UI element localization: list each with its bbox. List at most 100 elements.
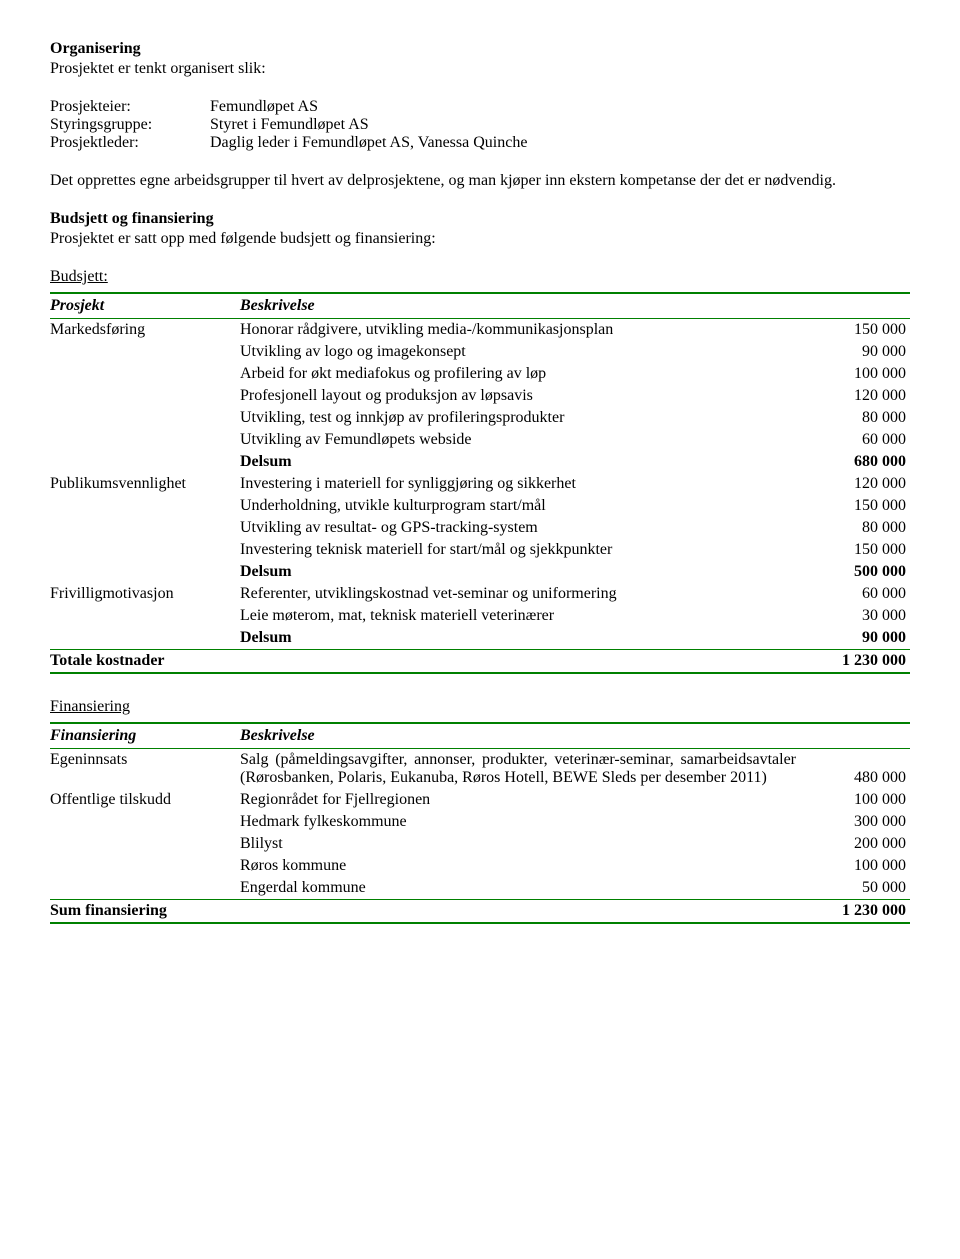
col-prosjekt: Prosjekt — [50, 293, 240, 319]
table-row: Engerdal kommune50 000 — [50, 877, 910, 900]
desc-cell: Profesjonell layout og produksjon av løp… — [240, 385, 800, 407]
note-text: Det opprettes egne arbeidsgrupper til hv… — [50, 172, 910, 190]
col-amount — [800, 293, 910, 319]
financing-table: Finansiering Beskrivelse EgeninnsatsSalg… — [50, 722, 910, 924]
amount-cell: 100 000 — [800, 363, 910, 385]
role-val: Femundløpet AS — [210, 98, 910, 116]
desc-cell: Salg (påmeldingsavgifter, annonser, prod… — [240, 749, 800, 790]
amount-cell: 120 000 — [800, 385, 910, 407]
desc-cell: Investering teknisk materiell for start/… — [240, 539, 800, 561]
desc-cell: Investering i materiell for synliggjørin… — [240, 473, 800, 495]
amount-cell: 120 000 — [800, 473, 910, 495]
category-cell — [50, 877, 240, 900]
table-row: Profesjonell layout og produksjon av løp… — [50, 385, 910, 407]
role-row: Prosjektleder: Daglig leder i Femundløpe… — [50, 134, 910, 152]
role-row: Styringsgruppe: Styret i Femundløpet AS — [50, 116, 910, 134]
delsum-row: Delsum500 000 — [50, 561, 910, 583]
section-budsjett-fin: Budsjett og finansiering Prosjektet er s… — [50, 210, 910, 248]
category-cell — [50, 833, 240, 855]
heading-organisering: Organisering — [50, 40, 910, 58]
amount-cell: 100 000 — [800, 789, 910, 811]
category-cell — [50, 811, 240, 833]
delsum-amount: 90 000 — [800, 627, 910, 650]
heading-budsjett: Budsjett: — [50, 268, 910, 286]
table-row: Offentlige tilskuddRegionrådet for Fjell… — [50, 789, 910, 811]
amount-cell: 30 000 — [800, 605, 910, 627]
category-cell: Egeninnsats — [50, 749, 240, 790]
table-row: Arbeid for økt mediafokus og profilering… — [50, 363, 910, 385]
amount-cell: 50 000 — [800, 877, 910, 900]
delsum-label: Delsum — [240, 627, 800, 650]
financing-total-amount: 1 230 000 — [800, 900, 910, 924]
table-row: Hedmark fylkeskommune300 000 — [50, 811, 910, 833]
amount-cell: 90 000 — [800, 341, 910, 363]
category-cell — [50, 495, 240, 517]
delsum-amount: 500 000 — [800, 561, 910, 583]
table-row: Blilyst200 000 — [50, 833, 910, 855]
delsum-row: Delsum680 000 — [50, 451, 910, 473]
category-cell — [50, 855, 240, 877]
heading-finansiering: Finansiering — [50, 698, 910, 716]
role-key: Styringsgruppe: — [50, 116, 210, 134]
financing-total-row: Sum finansiering 1 230 000 — [50, 900, 910, 924]
amount-cell: 60 000 — [800, 429, 910, 451]
budget-total-amount: 1 230 000 — [800, 650, 910, 674]
budget-total-label: Totale kostnader — [50, 650, 240, 674]
table-row: Utvikling av logo og imagekonsept90 000 — [50, 341, 910, 363]
table-header-row: Finansiering Beskrivelse — [50, 723, 910, 749]
amount-cell: 80 000 — [800, 517, 910, 539]
desc-cell: Utvikling av Femundløpets webside — [240, 429, 800, 451]
category-cell — [50, 341, 240, 363]
category-cell — [50, 385, 240, 407]
amount-cell: 200 000 — [800, 833, 910, 855]
budget-table: Prosjekt Beskrivelse MarkedsføringHonora… — [50, 292, 910, 674]
table-row: FrivilligmotivasjonReferenter, utvikling… — [50, 583, 910, 605]
table-row: Utvikling, test og innkjøp av profilerin… — [50, 407, 910, 429]
table-row: Utvikling av resultat- og GPS-tracking-s… — [50, 517, 910, 539]
desc-cell: Blilyst — [240, 833, 800, 855]
roles-block: Prosjekteier: Femundløpet AS Styringsgru… — [50, 98, 910, 152]
amount-cell: 80 000 — [800, 407, 910, 429]
desc-cell: Referenter, utviklingskostnad vet-semina… — [240, 583, 800, 605]
budget-total-row: Totale kostnader 1 230 000 — [50, 650, 910, 674]
amount-cell: 60 000 — [800, 583, 910, 605]
table-row: Investering teknisk materiell for start/… — [50, 539, 910, 561]
category-cell — [50, 363, 240, 385]
category-cell: Publikumsvennlighet — [50, 473, 240, 495]
desc-cell: Røros kommune — [240, 855, 800, 877]
amount-cell: 150 000 — [800, 319, 910, 342]
amount-cell: 150 000 — [800, 495, 910, 517]
col-fin: Finansiering — [50, 723, 240, 749]
col-amount — [800, 723, 910, 749]
desc-cell: Regionrådet for Fjellregionen — [240, 789, 800, 811]
delsum-label: Delsum — [240, 451, 800, 473]
col-beskrivelse: Beskrivelse — [240, 723, 800, 749]
organisering-sub: Prosjektet er tenkt organisert slik: — [50, 60, 910, 78]
section-organisering: Organisering Prosjektet er tenkt organis… — [50, 40, 910, 78]
desc-cell: Arbeid for økt mediafokus og profilering… — [240, 363, 800, 385]
table-bottom-rule — [50, 673, 910, 674]
desc-cell: Hedmark fylkeskommune — [240, 811, 800, 833]
desc-cell: Utvikling, test og innkjøp av profilerin… — [240, 407, 800, 429]
delsum-amount: 680 000 — [800, 451, 910, 473]
col-beskrivelse: Beskrivelse — [240, 293, 800, 319]
desc-cell: Utvikling av logo og imagekonsept — [240, 341, 800, 363]
delsum-label: Delsum — [240, 561, 800, 583]
category-cell — [50, 407, 240, 429]
role-row: Prosjekteier: Femundløpet AS — [50, 98, 910, 116]
amount-cell: 150 000 — [800, 539, 910, 561]
category-cell — [50, 605, 240, 627]
category-cell: Offentlige tilskudd — [50, 789, 240, 811]
note-paragraph: Det opprettes egne arbeidsgrupper til hv… — [50, 172, 910, 190]
table-row: Leie møterom, mat, teknisk materiell vet… — [50, 605, 910, 627]
desc-cell: Leie møterom, mat, teknisk materiell vet… — [240, 605, 800, 627]
table-header-row: Prosjekt Beskrivelse — [50, 293, 910, 319]
amount-cell: 480 000 — [800, 749, 910, 790]
role-key: Prosjektleder: — [50, 134, 210, 152]
table-row: Utvikling av Femundløpets webside60 000 — [50, 429, 910, 451]
desc-cell: Underholdning, utvikle kulturprogram sta… — [240, 495, 800, 517]
heading-budsjett-fin: Budsjett og finansiering — [50, 210, 910, 228]
table-row: Røros kommune100 000 — [50, 855, 910, 877]
budsjett-fin-sub: Prosjektet er satt opp med følgende buds… — [50, 230, 910, 248]
amount-cell: 100 000 — [800, 855, 910, 877]
